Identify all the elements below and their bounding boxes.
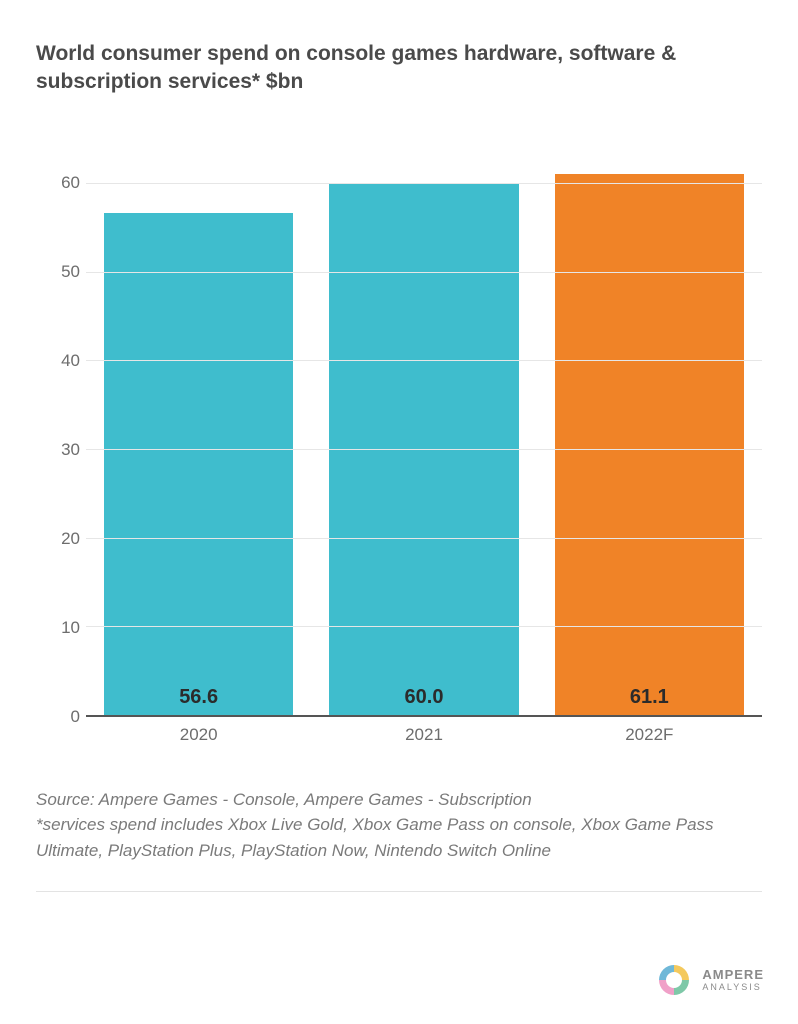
bars-container: 56.6 60.0 61.1	[86, 157, 762, 715]
y-axis: 0102030405060	[44, 157, 80, 717]
y-tick-label: 0	[71, 707, 80, 727]
bar-slot: 61.1	[537, 157, 762, 715]
divider	[36, 891, 762, 892]
chart-title: World consumer spend on console games ha…	[36, 40, 762, 97]
gridline	[86, 183, 762, 184]
source-line: Source: Ampere Games - Console, Ampere G…	[36, 787, 762, 813]
y-tick-label: 20	[61, 529, 80, 549]
x-tick-label: 2022F	[537, 725, 762, 745]
services-note: *services spend includes Xbox Live Gold,…	[36, 812, 762, 863]
bar: 56.6	[104, 213, 293, 714]
logo-line2: ANALYSIS	[702, 983, 764, 992]
y-tick-label: 50	[61, 262, 80, 282]
logo-ring-icon	[654, 960, 694, 1000]
bar: 61.1	[555, 174, 744, 715]
y-tick-label: 40	[61, 351, 80, 371]
bar-slot: 60.0	[311, 157, 536, 715]
y-tick-label: 10	[61, 618, 80, 638]
gridline	[86, 272, 762, 273]
gridline	[86, 449, 762, 450]
gridline	[86, 360, 762, 361]
ampere-logo: AMPERE ANALYSIS	[654, 960, 764, 1000]
y-tick-label: 30	[61, 440, 80, 460]
revenue-chart: 0102030405060 56.660.061.1 202020212022F	[44, 157, 762, 717]
footnotes: Source: Ampere Games - Console, Ampere G…	[36, 787, 762, 864]
plot-area: 56.6 60.0 61.1	[86, 157, 762, 717]
y-tick-label: 60	[61, 173, 80, 193]
x-tick-label: 2021	[311, 725, 536, 745]
logo-line1: AMPERE	[702, 968, 764, 981]
gridline	[86, 538, 762, 539]
bar-value-label: 60.0	[329, 686, 518, 709]
bar-value-label: 61.1	[555, 686, 744, 709]
bar-value-label: 56.6	[104, 686, 293, 709]
x-tick-label: 2020	[86, 725, 311, 745]
bar-slot: 56.6	[86, 157, 311, 715]
gridline	[86, 626, 762, 627]
x-axis-labels: 202020212022F	[86, 717, 762, 745]
logo-text: AMPERE ANALYSIS	[702, 968, 764, 992]
